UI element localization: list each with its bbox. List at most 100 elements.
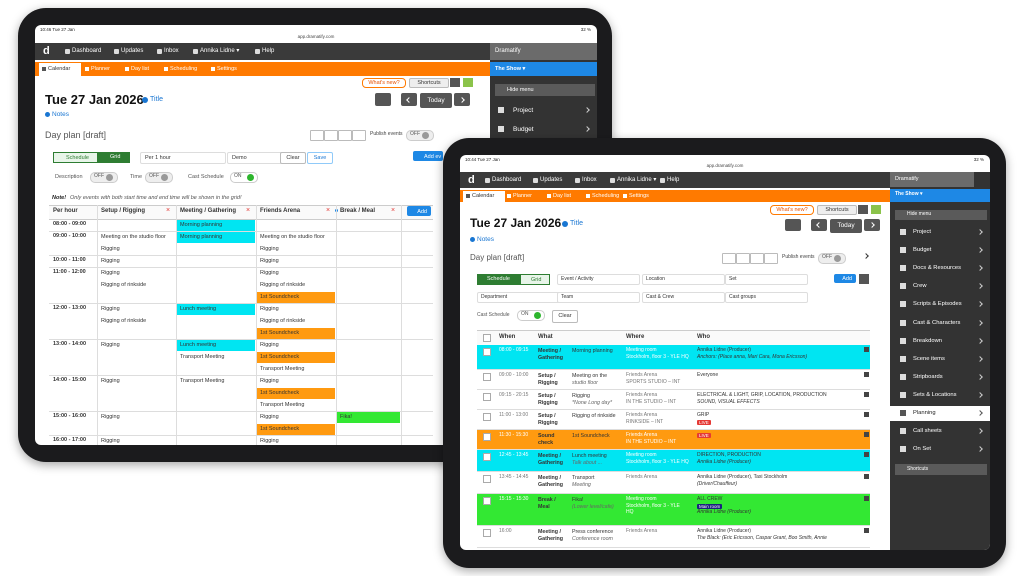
event[interactable]: Rigging [260, 306, 279, 312]
table-row[interactable] [477, 390, 870, 410]
add-event-button[interactable]: Add ev [413, 151, 443, 161]
show[interactable]: The Show ▾ [895, 191, 923, 197]
tab[interactable]: Calendar [472, 192, 495, 199]
event[interactable]: Rigging [101, 378, 120, 384]
event[interactable]: Morning planning [180, 222, 223, 228]
add-button[interactable]: Add [834, 274, 856, 283]
event-block[interactable] [257, 424, 335, 435]
filter-select[interactable]: Team [557, 292, 640, 303]
event-block[interactable] [177, 232, 255, 243]
toggle[interactable]: ON [230, 172, 258, 183]
menu-item[interactable]: Crew [913, 283, 927, 290]
event[interactable]: Rigging [260, 378, 279, 384]
event[interactable]: Rigging [260, 246, 279, 252]
checkbox[interactable] [483, 529, 491, 537]
event[interactable]: Rigging [260, 438, 279, 444]
icon-button[interactable] [764, 253, 778, 264]
view-grid[interactable]: Grid [98, 152, 130, 163]
checkbox[interactable] [483, 453, 491, 461]
notes-link[interactable]: Notes [52, 111, 69, 118]
calendar-button[interactable] [785, 219, 801, 231]
menu-item[interactable]: Budget [513, 126, 534, 133]
tab[interactable]: Planner [513, 192, 532, 199]
menu-icon[interactable] [858, 205, 868, 214]
nav-item[interactable]: Dashboard [72, 48, 102, 54]
event[interactable]: Rigging of rinkside [101, 282, 147, 288]
show[interactable]: The Show ▾ [495, 66, 526, 72]
checkbox[interactable] [483, 334, 491, 342]
title-link[interactable]: Title [150, 96, 163, 103]
nav-arrow[interactable] [401, 93, 417, 106]
notes-link[interactable]: Notes [477, 236, 494, 243]
table-row[interactable] [477, 450, 870, 472]
nav-arrow[interactable] [454, 93, 470, 106]
event[interactable]: Meeting on the studio floor [101, 234, 166, 240]
shortcuts-button[interactable]: Shortcuts [409, 78, 449, 88]
nav-item[interactable]: Updates [121, 48, 144, 54]
nav-item[interactable]: Inbox [582, 176, 597, 183]
table-row[interactable] [477, 494, 870, 526]
event[interactable]: Meeting on the studio floor [260, 234, 325, 240]
list-icon[interactable] [859, 274, 869, 284]
menu-item[interactable]: Call sheets [913, 428, 942, 435]
event[interactable]: Morning planning [180, 234, 223, 240]
add-column-button[interactable]: Add [407, 206, 431, 216]
event[interactable]: 1st Soundcheck [260, 426, 300, 432]
tab[interactable]: Settings [217, 65, 237, 72]
toggle[interactable]: OFF [90, 172, 118, 183]
today-button[interactable]: Today [420, 93, 452, 108]
view-grid[interactable]: Grid [520, 274, 550, 285]
event[interactable]: 1st Soundcheck [260, 330, 300, 336]
menu-item[interactable]: On Set [913, 446, 932, 453]
nav-item[interactable]: Help [667, 176, 680, 183]
toggle[interactable]: OFF [406, 130, 434, 141]
event-block[interactable] [257, 388, 335, 399]
event[interactable]: Rigging of rinkside [260, 318, 306, 324]
nav-item[interactable]: Help [262, 48, 275, 54]
checkbox[interactable] [483, 393, 491, 401]
checkbox[interactable] [483, 373, 491, 381]
event[interactable]: Transport Meeting [180, 354, 225, 360]
toggle[interactable]: OFF [145, 172, 173, 183]
menu-item[interactable]: Sets & Locations [913, 391, 957, 398]
checkbox[interactable] [483, 413, 491, 421]
nav-item[interactable]: Annika Lidne ▾ [200, 48, 240, 54]
icon-button[interactable] [324, 130, 338, 141]
event[interactable]: Rigging [101, 246, 120, 252]
nav-item[interactable]: Updates [540, 176, 563, 183]
view-schedule[interactable]: Schedule [477, 274, 520, 285]
clear-button[interactable]: Clear [552, 310, 578, 323]
event-block[interactable] [257, 292, 335, 303]
filter-select[interactable]: Set [725, 274, 808, 285]
tab[interactable]: Calendar [48, 65, 71, 72]
nav-item[interactable]: Inbox [164, 48, 179, 54]
clear-button[interactable]: Clear [280, 152, 306, 164]
nav-item[interactable]: Annika Lidne ▾ [617, 176, 657, 183]
event[interactable]: 1st Soundcheck [260, 390, 300, 396]
save-button[interactable]: Save [307, 152, 333, 164]
table-row[interactable] [477, 410, 870, 430]
event[interactable]: Rigging [101, 306, 120, 312]
event-block[interactable] [177, 340, 255, 351]
nav-arrow[interactable] [864, 219, 880, 231]
event-block[interactable] [337, 412, 400, 423]
menu-item[interactable]: Stripboards [913, 373, 943, 380]
icon-button[interactable] [352, 130, 366, 141]
hide-menu[interactable]: Hide menu [907, 211, 932, 217]
menu-item[interactable]: Planning [913, 410, 936, 416]
event[interactable]: Rigging [101, 258, 120, 264]
event[interactable]: Rigging [260, 414, 279, 420]
icon-button[interactable] [310, 130, 324, 141]
menu-item[interactable]: Project [513, 107, 534, 114]
menu-item[interactable]: Project [913, 229, 932, 235]
filter-select[interactable]: Location [642, 274, 725, 285]
checkbox[interactable] [483, 475, 491, 483]
nav-arrow[interactable] [811, 219, 827, 231]
view-schedule[interactable]: Schedule [53, 152, 98, 163]
today-button[interactable]: Today [830, 219, 862, 233]
help-icon[interactable] [871, 205, 881, 214]
event[interactable]: Transport Meeting [260, 366, 305, 372]
icon-button[interactable] [750, 253, 764, 264]
table-row[interactable] [477, 472, 870, 494]
event[interactable]: Lunch meeting [180, 306, 217, 312]
